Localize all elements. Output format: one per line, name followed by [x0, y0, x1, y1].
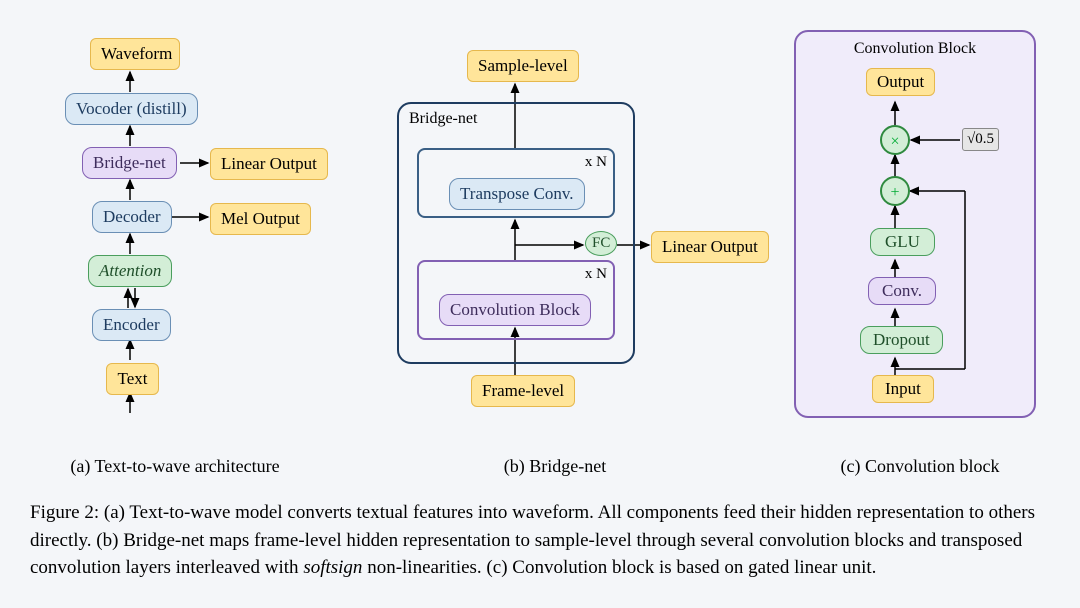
conv-box: Conv. [868, 277, 936, 305]
text-box: Text [106, 363, 159, 395]
caption-body-b: non-linearities. (c) Convolution block i… [362, 557, 876, 578]
linear-output-box: Linear Output [210, 148, 328, 180]
sqrt-box: √0.5 [962, 128, 999, 151]
caption-lead: Figure 2: [30, 502, 99, 523]
transpose-conv-box: Transpose Conv. [449, 178, 585, 210]
waveform-box: Waveform [90, 38, 180, 70]
bridgenet-box: Bridge-net [82, 147, 177, 179]
xn-label-bottom: x N [585, 266, 607, 283]
encoder-box: Encoder [92, 309, 171, 341]
bridgenet-title: Bridge-net [409, 110, 477, 128]
attention-box: Attention [88, 255, 172, 287]
subcaption-b: (b) Bridge-net [375, 456, 735, 477]
decoder-box: Decoder [92, 201, 172, 233]
vocoder-box: Vocoder (distill) [65, 93, 198, 125]
conv-block-title: Convolution Block [796, 40, 1034, 58]
transpose-group: x N Transpose Conv. [417, 148, 615, 218]
sample-level-box: Sample-level [467, 50, 579, 82]
subcaptions: (a) Text-to-wave architecture (b) Bridge… [30, 456, 1050, 477]
output-box: Output [866, 68, 935, 96]
panel-b-bridge-net: Sample-level Bridge-net x N Transpose Co… [375, 20, 735, 450]
dropout-box: Dropout [860, 326, 943, 354]
panel-a-text-to-wave: Waveform Vocoder (distill) Bridge-net Li… [30, 20, 320, 450]
caption-softsign: softsign [303, 557, 362, 578]
frame-level-box: Frame-level [471, 375, 575, 407]
input-box: Input [872, 375, 934, 403]
xn-label-top: x N [585, 154, 607, 171]
conv-group: x N Convolution Block [417, 260, 615, 340]
panel-c-convolution-block: Convolution Block [790, 20, 1050, 450]
subcaption-c: (c) Convolution block [790, 456, 1050, 477]
subcaption-a: (a) Text-to-wave architecture [30, 456, 320, 477]
glu-box: GLU [870, 228, 935, 256]
linear-output-b: Linear Output [651, 231, 769, 263]
mel-output-box: Mel Output [210, 203, 311, 235]
figure-caption: Figure 2: (a) Text-to-wave model convert… [30, 499, 1050, 582]
conv-block-box: Convolution Block [439, 294, 591, 326]
